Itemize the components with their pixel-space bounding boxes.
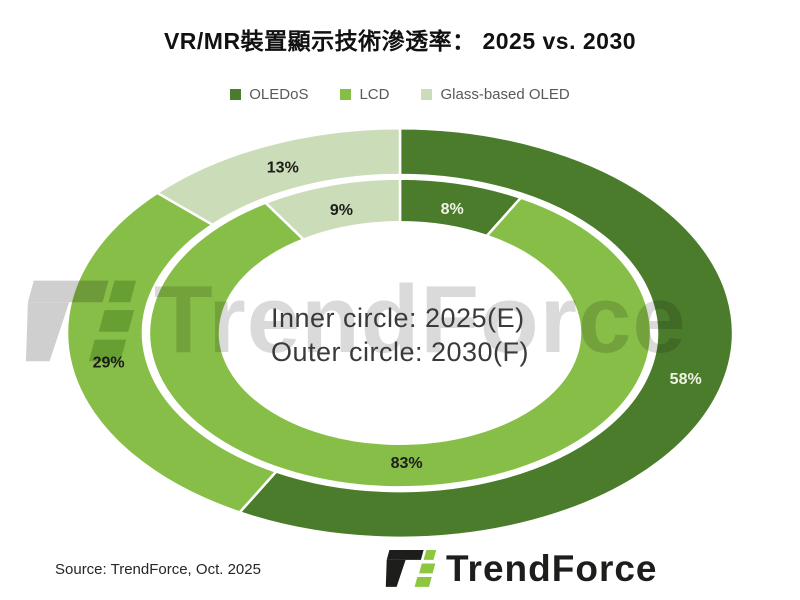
legend-item-lcd: LCD [340, 86, 389, 103]
legend-label: LCD [359, 86, 390, 103]
segment-value-label-outer-lcd: 29% [93, 354, 125, 371]
trendforce-logo-text: TrendForce [446, 547, 658, 589]
donut-segment-outer-glass-based-oled [156, 126, 402, 227]
trendforce-logo-icon [385, 550, 437, 587]
legend-swatch-oledos [230, 89, 242, 100]
center-label-line-inner: Inner circle: 2025(E) [270, 303, 525, 333]
legend: OLEDoS LCD Glass-based OLED [0, 86, 800, 103]
legend-label: Glass-based OLED [440, 86, 570, 103]
donut-center-label: Inner circle: 2025(E) Outer circle: 2030… [271, 301, 529, 369]
segment-value-label-inner-glass-based-oled: 9% [330, 202, 353, 219]
chart-title: VR/MR裝置顯示技術滲透率： 2025 vs. 2030 [163, 28, 637, 54]
center-label-line-outer: Outer circle: 2030(F) [270, 337, 530, 367]
legend-swatch-lcd [340, 89, 352, 100]
donut-segment-outer-oledos [238, 126, 735, 540]
segment-value-label-outer-glass-based-oled: 13% [267, 160, 299, 177]
trendforce-logo: TrendForce [384, 545, 658, 591]
legend-item-glass-based-oled: Glass-based OLED [421, 86, 570, 103]
donut-segment-inner-glass-based-oled [264, 177, 402, 241]
segment-value-label-inner-lcd: 83% [391, 455, 423, 472]
segment-value-label-outer-oledos: 58% [670, 371, 702, 388]
segment-value-label-inner-oledos: 8% [441, 201, 464, 218]
legend-item-oledos: OLEDoS [230, 86, 308, 103]
donut-segment-inner-lcd [147, 196, 653, 489]
legend-swatch-glass-based-oled [421, 89, 433, 100]
legend-label: OLEDoS [249, 86, 309, 103]
source-note: Source: TrendForce, Oct. 2025 [55, 561, 261, 578]
